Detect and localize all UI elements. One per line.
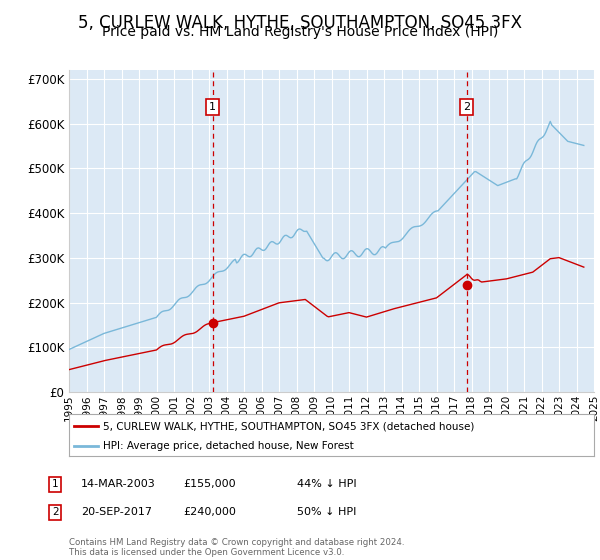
Text: HPI: Average price, detached house, New Forest: HPI: Average price, detached house, New … (103, 441, 354, 451)
Text: 50% ↓ HPI: 50% ↓ HPI (297, 507, 356, 517)
Text: 44% ↓ HPI: 44% ↓ HPI (297, 479, 356, 489)
Text: 1: 1 (52, 479, 59, 489)
Text: 1: 1 (209, 102, 216, 112)
Text: 5, CURLEW WALK, HYTHE, SOUTHAMPTON, SO45 3FX (detached house): 5, CURLEW WALK, HYTHE, SOUTHAMPTON, SO45… (103, 421, 475, 431)
Text: Price paid vs. HM Land Registry's House Price Index (HPI): Price paid vs. HM Land Registry's House … (102, 25, 498, 39)
Text: 20-SEP-2017: 20-SEP-2017 (81, 507, 152, 517)
Text: £155,000: £155,000 (183, 479, 236, 489)
Text: Contains HM Land Registry data © Crown copyright and database right 2024.
This d: Contains HM Land Registry data © Crown c… (69, 538, 404, 557)
Text: £240,000: £240,000 (183, 507, 236, 517)
Text: 2: 2 (463, 102, 470, 112)
Text: 2: 2 (52, 507, 59, 517)
Text: 5, CURLEW WALK, HYTHE, SOUTHAMPTON, SO45 3FX: 5, CURLEW WALK, HYTHE, SOUTHAMPTON, SO45… (78, 14, 522, 32)
Text: 14-MAR-2003: 14-MAR-2003 (81, 479, 156, 489)
